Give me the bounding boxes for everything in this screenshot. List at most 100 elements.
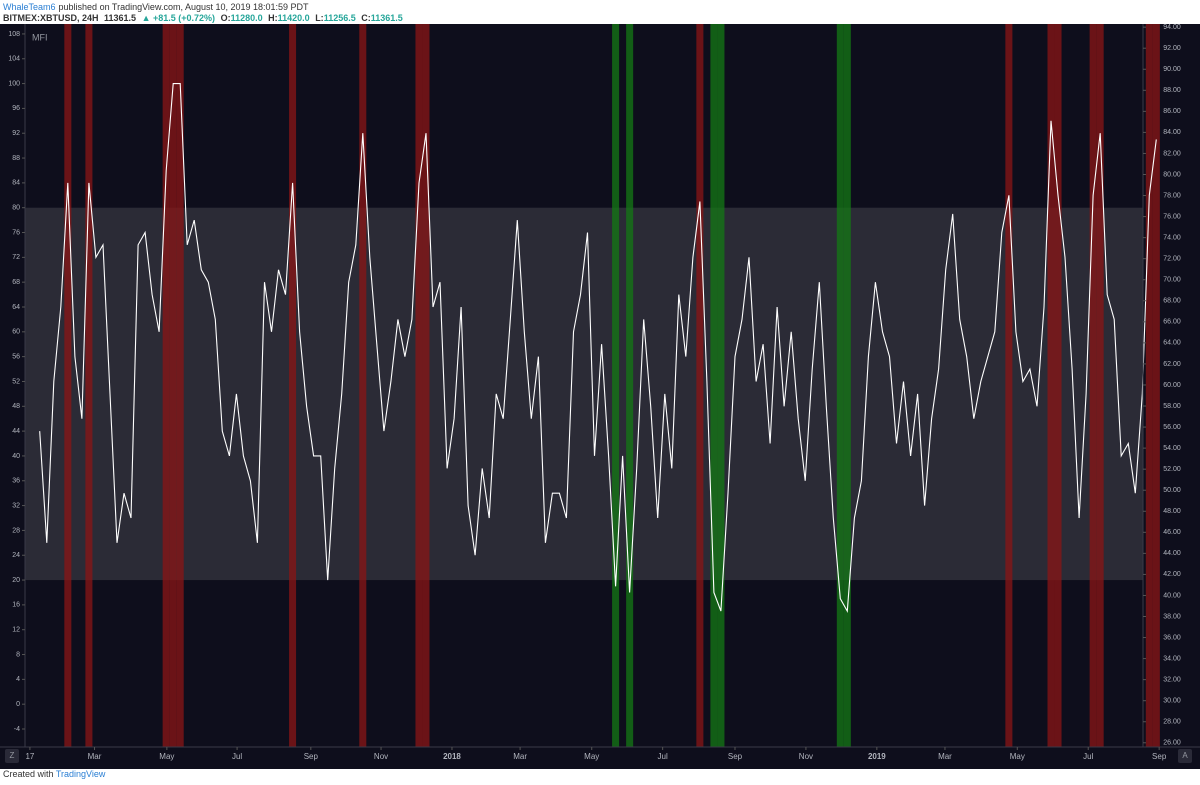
y2-tick-label: 70.00 [1163,277,1181,284]
y2-tick-label: 72.00 [1163,256,1181,263]
y2-tick-label: 90.00 [1163,66,1181,73]
indicator-label: MFI [32,32,48,42]
y2-tick-label: 54.00 [1163,445,1181,452]
oversold-highlight [843,24,851,747]
y-tick-label: 100 [8,80,20,87]
y2-tick-label: 50.00 [1163,487,1181,494]
last: 11361.5 [104,13,137,23]
y-tick-label: 96 [12,105,20,112]
footer-brand[interactable]: TradingView [55,769,106,779]
x-tick-label: 2018 [443,752,461,761]
overbought-highlight [162,24,170,747]
y2-tick-label: 78.00 [1163,192,1181,199]
x-tick-label: Sep [1152,752,1167,761]
overbought-highlight [176,24,184,747]
y-tick-label: 40 [12,453,20,460]
overbought-highlight [289,24,297,747]
overbought-highlight [1096,24,1104,747]
y-tick-label: 8 [16,651,20,658]
overbought-highlight [1152,24,1160,747]
x-tick-label: Nov [374,752,388,761]
y-tick-label: 20 [12,577,20,584]
overbought-highlight [415,24,423,747]
y2-tick-label: 34.00 [1163,655,1181,662]
chart: MFI Z A 10810410096928884807672686460565… [0,24,1200,769]
y-tick-label: 24 [12,552,20,559]
y-tick-label: 4 [16,676,20,683]
x-tick-label: Mar [88,752,102,761]
y2-tick-label: 32.00 [1163,676,1181,683]
published: published on TradingView.com, August 10,… [58,2,309,12]
y-tick-label: 64 [12,304,20,311]
y2-tick-label: 46.00 [1163,529,1181,536]
y-tick-label: 88 [12,155,20,162]
y-tick-label: 16 [12,602,20,609]
y2-tick-label: 60.00 [1163,382,1181,389]
symbol: BITMEX:XBTUSD, 24H [3,13,99,23]
y2-tick-label: 66.00 [1163,319,1181,326]
y-tick-label: 48 [12,403,20,410]
x-tick-label: Sep [304,752,319,761]
x-tick-label: May [1010,752,1025,761]
x-tick-label: May [159,752,174,761]
y-tick-label: 92 [12,130,20,137]
y2-tick-label: 74.00 [1163,234,1181,241]
auto-button-label[interactable]: A [1182,751,1188,760]
mfi-line [39,83,1157,613]
y2-tick-label: 80.00 [1163,171,1181,178]
x-tick-label: Jul [658,752,668,761]
x-tick-label: Mar [513,752,527,761]
y2-tick-label: 28.00 [1163,719,1181,726]
y-tick-label: 68 [12,279,20,286]
x-tick-label: 17 [25,752,34,761]
scale-button[interactable] [5,749,19,763]
oversold-highlight [612,24,620,747]
author[interactable]: WhaleTeam6 [3,2,56,12]
y-tick-label: 72 [12,254,20,261]
y2-tick-label: 94.00 [1163,24,1181,31]
y2-tick-label: 40.00 [1163,592,1181,599]
x-tick-label: Mar [938,752,952,761]
close-label: C: [361,13,371,23]
close: 11361.5 [370,13,403,23]
y-tick-label: 44 [12,428,20,435]
y2-tick-label: 82.00 [1163,150,1181,157]
x-tick-label: May [584,752,599,761]
y-tick-label: 32 [12,502,20,509]
overbought-highlight [422,24,430,747]
y2-tick-label: 88.00 [1163,87,1181,94]
scale-button-label[interactable]: Z [10,751,15,760]
y2-tick-label: 58.00 [1163,403,1181,410]
y-tick-label: 28 [12,527,20,534]
y2-tick-label: 86.00 [1163,108,1181,115]
auto-button[interactable] [1178,749,1192,763]
high: 11420.0 [277,13,310,23]
y-tick-label: 108 [8,31,20,38]
oversold-highlight [836,24,844,747]
overbought-highlight [1047,24,1055,747]
x-tick-label: Nov [799,752,813,761]
x-tick-label: Jul [232,752,242,761]
y2-tick-label: 30.00 [1163,698,1181,705]
y-tick-label: 80 [12,205,20,212]
y2-tick-label: 56.00 [1163,424,1181,431]
low-label: L: [315,13,324,23]
y-tick-label: 60 [12,329,20,336]
y2-tick-label: 44.00 [1163,550,1181,557]
y-tick-label: 52 [12,378,20,385]
change: ▲ +81.5 (+0.72%) [141,13,216,23]
y-tick-label: 76 [12,229,20,236]
overbought-highlight [64,24,72,747]
overbought-highlight [1145,24,1153,747]
y-tick-label: 36 [12,478,20,485]
open-label: O: [220,13,231,23]
low: 11256.5 [323,13,356,23]
y2-tick-label: 52.00 [1163,466,1181,473]
y-tick-label: 0 [16,701,20,708]
y2-tick-label: 68.00 [1163,298,1181,305]
x-tick-label: Sep [728,752,743,761]
y-tick-label: -4 [14,726,20,733]
y2-tick-label: 84.00 [1163,129,1181,136]
open: 11280.0 [230,13,263,23]
